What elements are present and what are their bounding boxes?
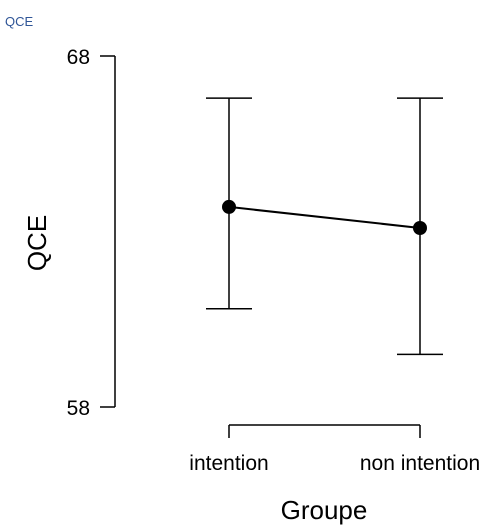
y-tick-label-top: 68 bbox=[67, 46, 90, 69]
data-marks bbox=[206, 97, 443, 356]
y-axis-title: QCE bbox=[22, 215, 52, 271]
data-point-1 bbox=[222, 199, 236, 214]
series-line bbox=[228, 205, 421, 229]
y-tick-label-bottom: 58 bbox=[67, 397, 90, 420]
x-tick-label-non-intention: non intention bbox=[360, 452, 480, 475]
data-point-2 bbox=[413, 220, 427, 235]
figure-caption: QCE bbox=[5, 14, 34, 29]
x-tick-label-intention: intention bbox=[189, 452, 268, 475]
x-axis-title: Groupe bbox=[281, 495, 368, 525]
